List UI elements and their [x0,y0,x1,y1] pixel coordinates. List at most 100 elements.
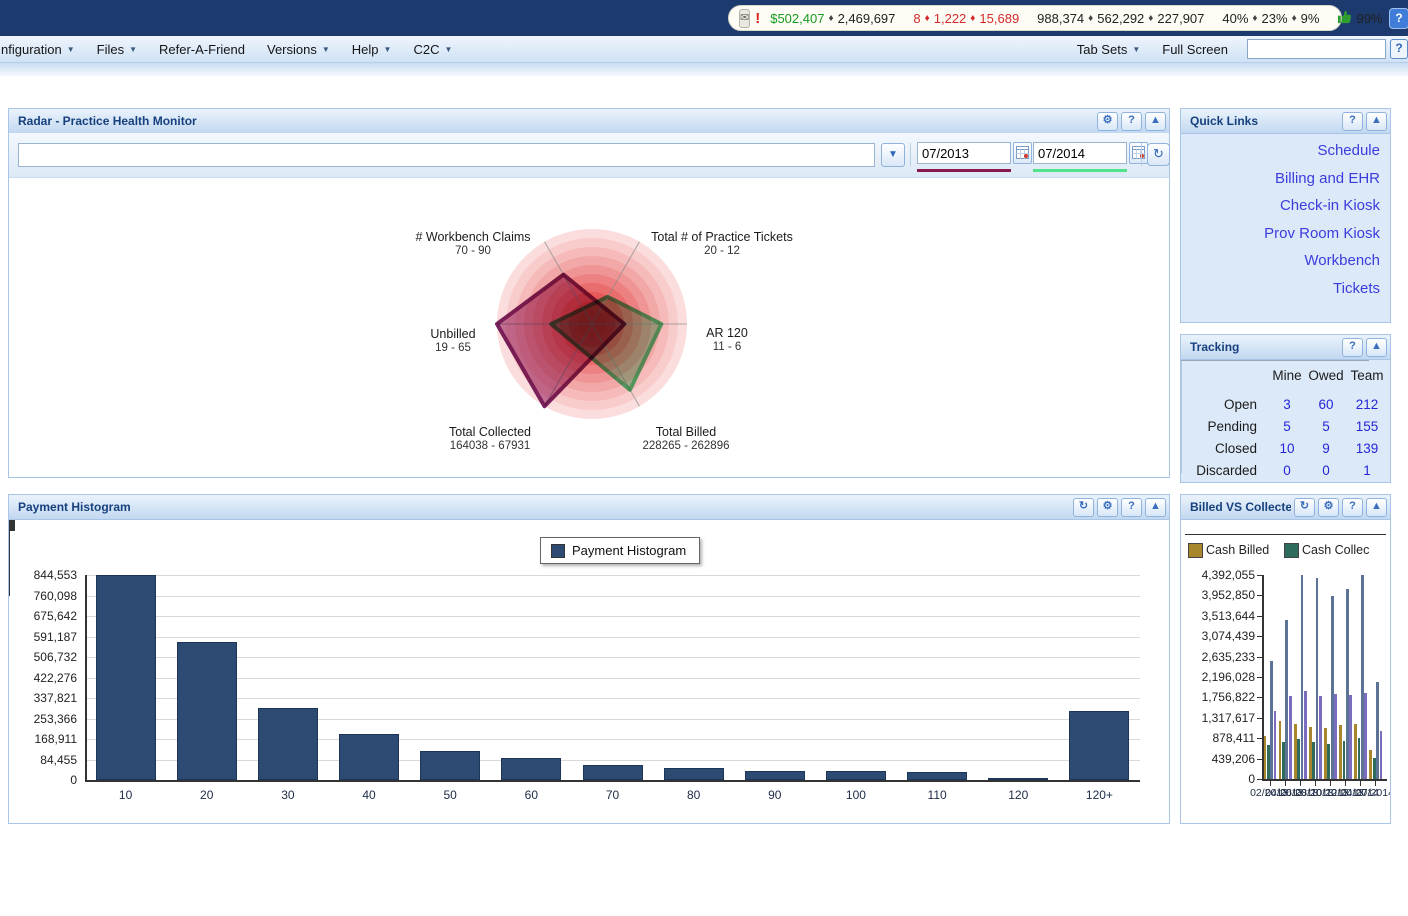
y-axis-tick-label: 439,206 [1211,751,1255,766]
dropdown-chevron-button[interactable]: ▼ [881,143,905,167]
date-to-input[interactable] [1033,142,1127,164]
envelope-icon[interactable]: ✉ [739,8,751,28]
collapse-button[interactable]: ▲ [1145,497,1166,517]
y-axis-tick-label: 1,756,822 [1201,690,1255,705]
x-tick-mark [9,551,10,556]
help-button[interactable]: ? [1342,111,1363,131]
menu-item-refer-a-friend[interactable]: Refer-A-Friend [148,42,256,57]
chevron-down-icon: ▼ [1132,44,1141,54]
mini-bar [1324,727,1327,779]
toolbar-gradient-strip [0,63,1408,76]
y-tick-mark [1257,656,1262,658]
refresh-button[interactable]: ↻ [1147,143,1170,166]
tracking-row-label: Discarded [1196,463,1257,478]
collapse-button[interactable]: ▲ [1366,111,1387,131]
help-button[interactable]: ? [1121,497,1142,517]
mini-bar [1376,682,1379,779]
stat-value: 15,689 [979,10,1020,26]
stat-value: 562,292 [1097,10,1145,26]
alert-icon: ! [755,9,761,27]
collapse-button[interactable]: ▲ [1366,497,1387,517]
quick-link-tickets[interactable]: Tickets [1333,279,1380,297]
y-axis-tick-label: 3,952,850 [1201,588,1255,603]
calendar-icon[interactable] [1013,142,1032,164]
menu-item-label: nfiguration [1,41,62,57]
x-tick-mark [1345,781,1347,786]
help-button[interactable]: ? [1389,8,1408,29]
panel-title: Billed VS Collecte... [1190,500,1291,514]
gear-button[interactable]: ⚙ [1097,497,1118,517]
quick-link-workbench[interactable]: Workbench [1304,252,1380,269]
provider-dropdown[interactable] [18,143,875,167]
quick-link-prov-room-kiosk[interactable]: Prov Room Kiosk [1264,224,1380,242]
x-axis-tick-label: 12/2013 [1325,787,1364,799]
menu-item-versions[interactable]: Versions ▼ [256,42,341,57]
y-tick-mark [1257,779,1262,780]
mini-bar [1288,696,1292,779]
y-axis-tick-label: 253,366 [33,711,77,726]
collapse-button[interactable]: ▲ [1366,337,1387,357]
radar-axis-range: 164038 - 67931 [450,440,531,452]
chevron-down-icon: ▼ [444,44,453,54]
refresh-button[interactable]: ↻ [1294,497,1315,517]
y-tick-mark [9,530,15,531]
y-axis-tick-label: 337,821 [33,691,77,705]
diamond-separator: ♦ [924,12,930,24]
y-axis-tick-label: 3,513,644 [1201,608,1255,623]
menu-item-c2c[interactable]: C2C ▼ [402,42,463,57]
y-tick-mark [1257,636,1262,638]
menu-help-button[interactable]: ? [1390,39,1408,59]
menu-item-files[interactable]: Files ▼ [86,42,148,57]
menu-item-help[interactable]: Help ▼ [341,42,403,57]
gridline [85,718,1140,720]
diamond-separator: ♦ [1291,12,1297,24]
histogram-bar [176,642,237,780]
menu-item-label: Refer-A-Friend [159,41,245,57]
legend-swatch [1284,543,1299,558]
mini-bar [1372,758,1376,779]
refresh-button[interactable]: ↻ [1073,497,1094,517]
tracking-col-header: Team [1350,368,1384,383]
gear-button[interactable]: ⚙ [1097,111,1118,131]
gear-button[interactable]: ⚙ [1318,497,1339,517]
radar-panel-header: Radar - Practice Health Monitor ⚙? ▲ [9,109,1169,134]
y-tick-mark [9,527,15,528]
x-axis-tick-label: 100 [845,788,866,802]
calendar-icon[interactable] [1129,142,1148,164]
mini-bar [1273,711,1277,779]
tracking-col-header: Mine [1272,368,1302,383]
search-input[interactable] [1247,39,1386,59]
date-from-input[interactable] [917,142,1011,164]
quick-link-schedule[interactable]: Schedule [1317,142,1380,159]
mini-bar [1266,745,1270,779]
quick-link-check-in-kiosk[interactable]: Check-in Kiosk [1279,197,1380,214]
payment-histogram-chart: 844,553 760,098 675,642 591,187 506,732 422,2… [9,520,1169,824]
y-axis-tick-label: 3,074,439 [1201,629,1255,644]
panel-billed-vs-collected: Billed VS Collecte... ↻ ⚙? ▲ Cash Billed Ca… [1180,494,1391,824]
legend-label: Cash Billed [1206,543,1270,557]
x-tick-mark [9,536,10,541]
y-tick-mark [9,526,15,527]
collapse-button[interactable]: ▲ [1145,111,1166,131]
mini-bar [1282,741,1285,779]
stat-value: 1,222 [933,10,967,26]
menu-item-nfiguration[interactable]: nfiguration ▼ [0,42,86,57]
x-tick-mark [1299,781,1301,786]
help-button[interactable]: ? [1342,337,1363,357]
help-button[interactable]: ? [1342,497,1363,517]
y-axis-line [85,575,87,782]
help-button[interactable]: ? [1121,111,1142,131]
x-tick-mark [1375,781,1377,786]
stat-value: 2,469,697 [837,10,896,26]
quick-link-billing-and-ehr[interactable]: Billing and EHR [1274,169,1380,187]
menu-item-full-screen[interactable]: Full Screen [1162,41,1228,57]
menu-item-tab-sets[interactable]: Tab Sets ▼ [1076,41,1141,57]
legend-swatch [1188,543,1203,558]
gridline [85,677,1140,679]
radar-axis-range: 70 - 90 [455,245,491,257]
x-tick-mark [9,531,10,536]
chart-legend: Payment Histogram [540,537,700,564]
menu-bar: nfiguration ▼ Files ▼ Refer-A-Friend Versions… [0,36,1408,63]
x-axis-tick-label: 90 [768,788,782,802]
